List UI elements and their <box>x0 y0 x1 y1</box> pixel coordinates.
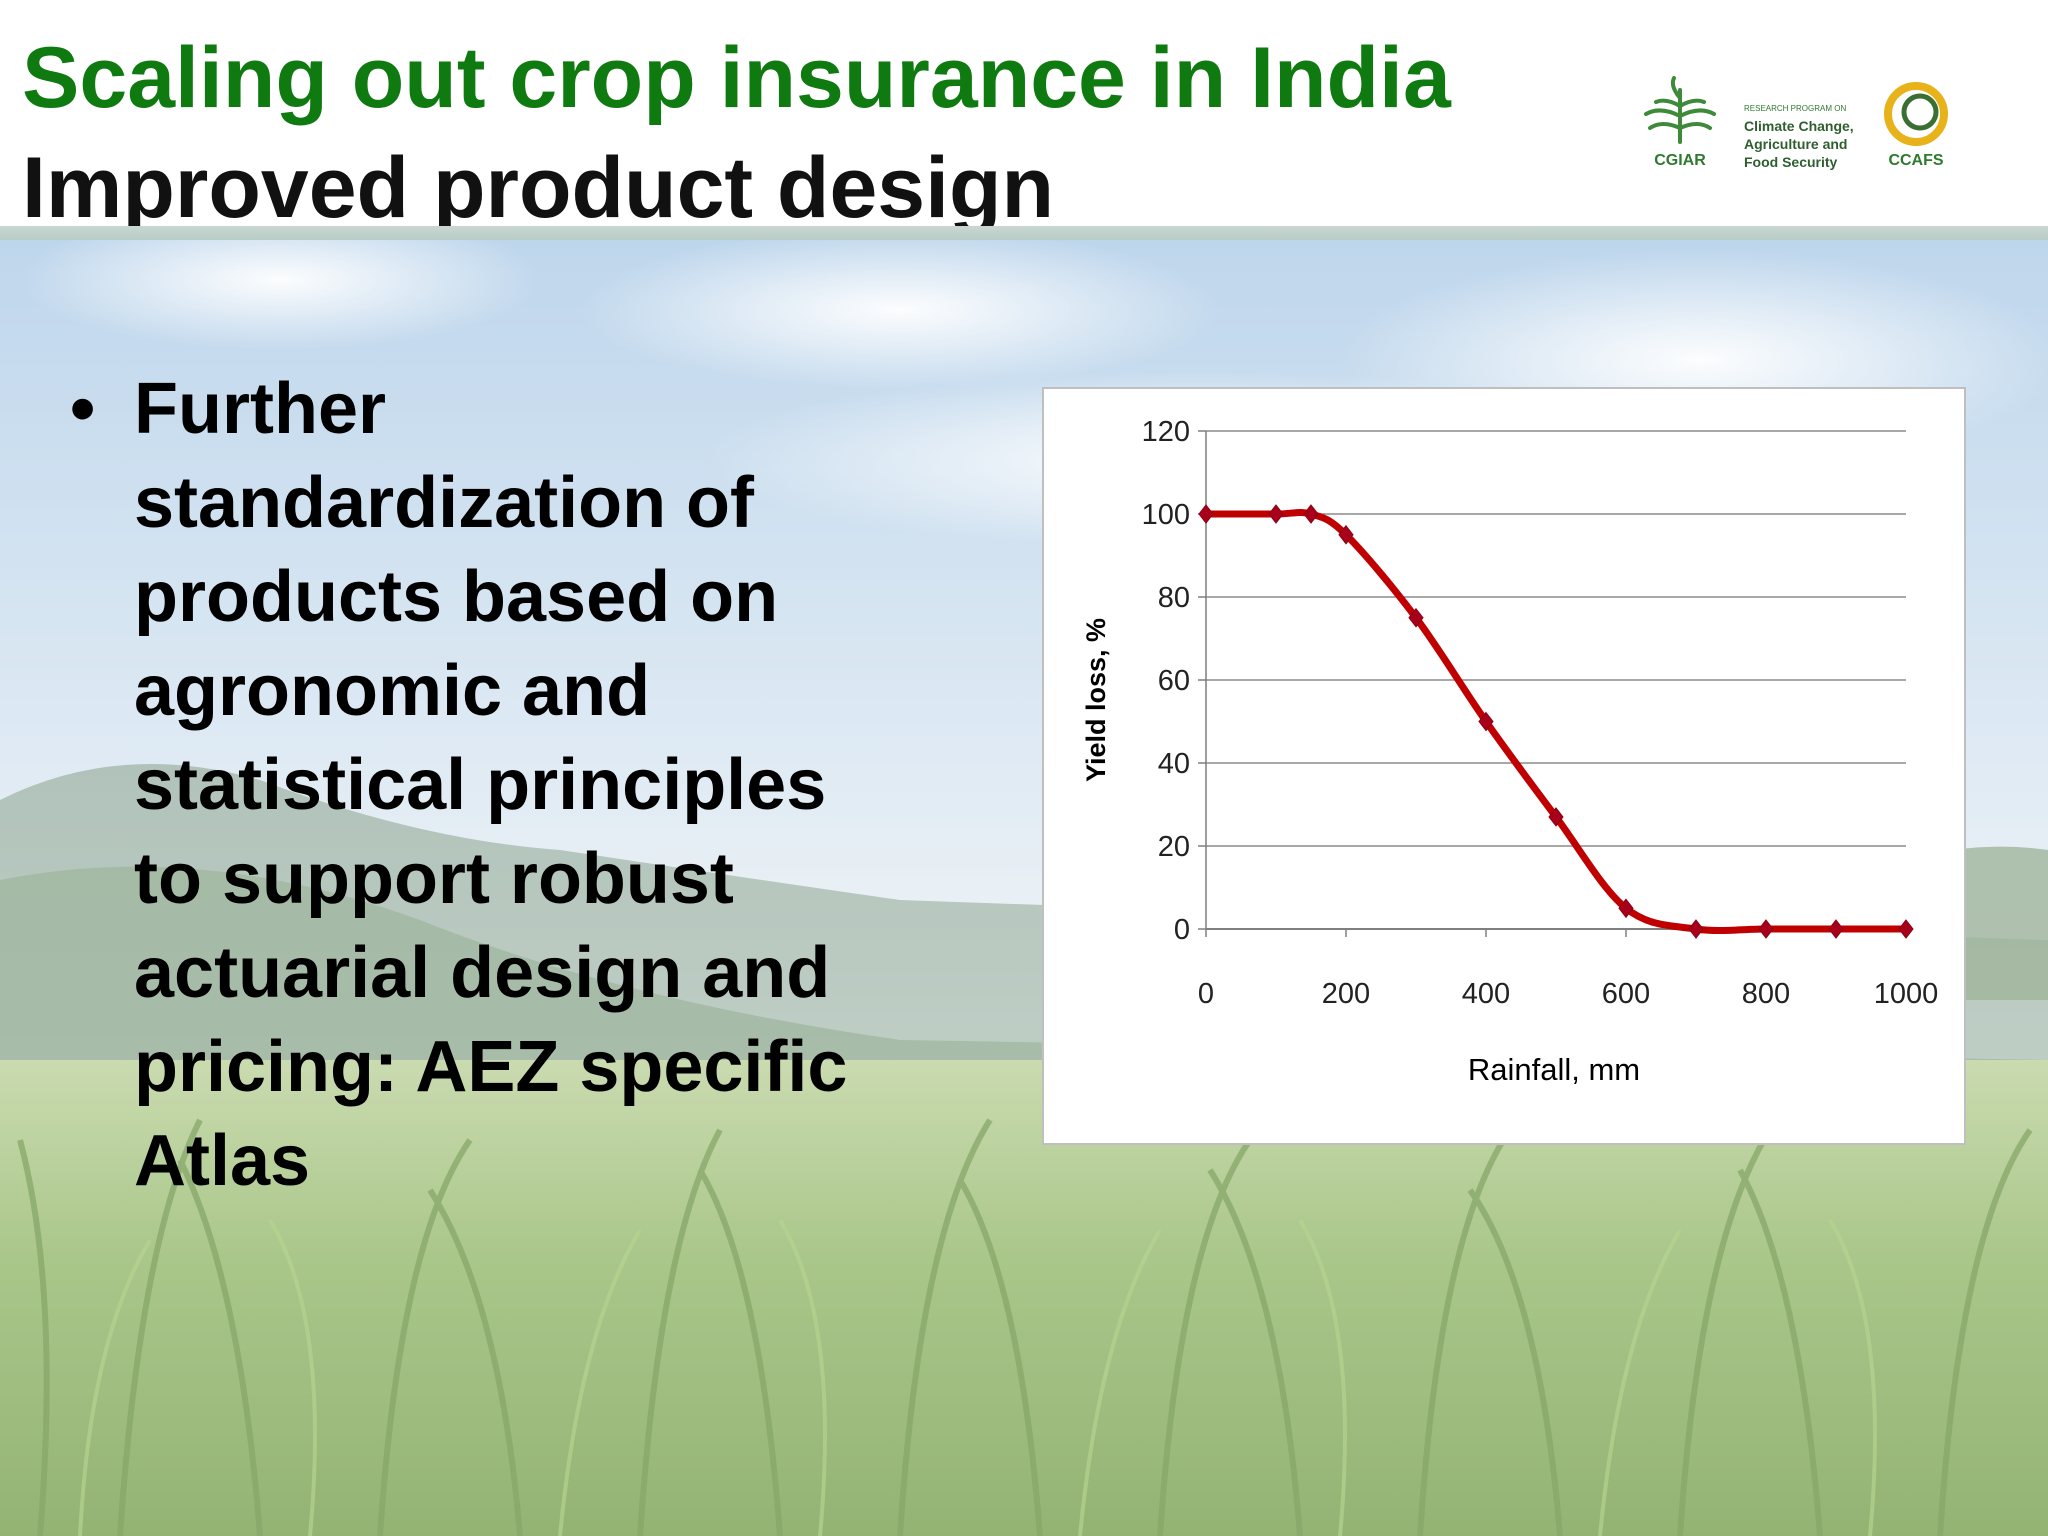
program-line-3: Food Security <box>1744 154 1838 170</box>
chart-panel: 0 20 40 60 80 100 120 0 200 400 600 800 1000 <box>1042 387 1966 1145</box>
data-point-marker <box>1338 524 1354 545</box>
data-point-marker <box>1898 919 1914 939</box>
y-tick-label: 20 <box>1158 831 1190 863</box>
x-tick-label: 200 <box>1322 978 1370 1010</box>
partner-logos: CGIAR RESEARCH PROGRAM ON Climate Change… <box>1640 76 1960 176</box>
y-tick-label: 100 <box>1142 499 1190 531</box>
bullet-line: Further <box>134 369 386 449</box>
x-tick-label: 600 <box>1602 978 1650 1010</box>
y-axis-label: Yield loss, % <box>1081 617 1111 783</box>
slide-title: Scaling out crop insurance in India <box>22 30 1451 126</box>
cgiar-label: CGIAR <box>1654 152 1706 169</box>
x-tick-label: 800 <box>1742 978 1790 1010</box>
bullet-marker: • <box>70 369 96 449</box>
y-tick-label: 60 <box>1158 665 1190 697</box>
data-point-marker <box>1548 807 1564 827</box>
program-caption: RESEARCH PROGRAM ON <box>1744 104 1847 113</box>
data-point-marker <box>1688 919 1704 939</box>
x-tick-label: 0 <box>1198 978 1214 1010</box>
bullet-line: actuarial design and <box>134 933 831 1013</box>
x-axis-label: Rainfall, mm <box>1467 1052 1641 1087</box>
x-tick-label: 1000 <box>1874 978 1939 1010</box>
ccafs-logo-icon <box>1884 82 1948 146</box>
slide-header: Scaling out crop insurance in India Impr… <box>0 0 2048 236</box>
y-tick-label: 0 <box>1174 914 1190 946</box>
y-tick-label: 120 <box>1142 416 1190 448</box>
bullet-line: Atlas <box>134 1121 311 1201</box>
bullet-text: Further standardization of products base… <box>134 362 934 1208</box>
data-point-marker <box>1198 504 1214 524</box>
cgiar-logo-icon <box>1644 76 1716 144</box>
bullet-line: pricing: AEZ specific <box>134 1027 848 1107</box>
data-point-marker <box>1478 711 1494 732</box>
yield-loss-chart: 0 20 40 60 80 100 120 0 200 400 600 800 1000 <box>1142 416 1939 1010</box>
data-point-marker <box>1408 607 1424 628</box>
bullet-line: statistical principles <box>134 745 827 825</box>
y-tick-label: 40 <box>1158 748 1190 780</box>
bullet-line: standardization of <box>134 463 755 543</box>
bullet-line: agronomic and <box>134 651 651 731</box>
header-divider <box>0 226 2048 240</box>
series-line <box>1205 508 1906 935</box>
data-point-marker <box>1303 504 1319 524</box>
y-tick-label: 80 <box>1158 582 1190 614</box>
program-line-1: Climate Change, <box>1744 118 1854 134</box>
slide-subtitle: Improved product design <box>22 140 1055 236</box>
ccafs-label: CCAFS <box>1888 152 1944 169</box>
data-point-marker <box>1758 919 1774 939</box>
x-tick-label: 400 <box>1462 978 1510 1010</box>
data-point-marker <box>1268 504 1284 524</box>
data-point-marker <box>1618 898 1634 919</box>
bullet-line: products based on <box>134 557 779 637</box>
bullet-line: to support robust <box>134 839 734 919</box>
data-point-marker <box>1828 919 1844 939</box>
program-line-2: Agriculture and <box>1744 136 1848 152</box>
